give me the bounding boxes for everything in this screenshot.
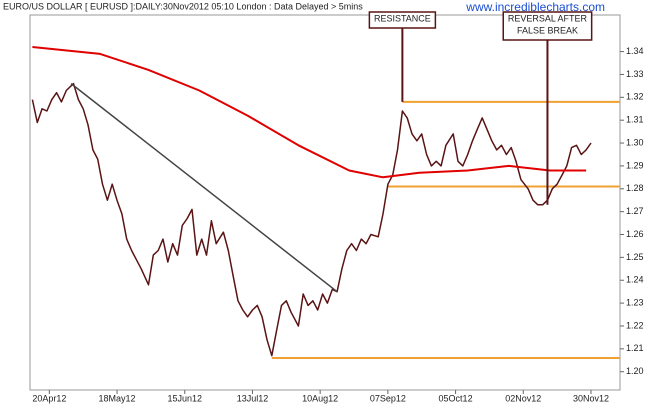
y-tick-label: 1.33	[626, 69, 644, 79]
plot-frame	[29, 14, 621, 391]
y-tick-label: 1.30	[626, 137, 644, 147]
annotation-text: REVERSAL AFTER	[508, 13, 588, 23]
y-tick-label: 1.34	[626, 46, 644, 56]
series-line	[31, 82, 592, 357]
y-tick-label: 1.23	[626, 297, 644, 307]
y-tick-label: 1.31	[626, 115, 644, 125]
x-tick-label: 15Jun12	[167, 393, 202, 403]
annotation-text: RESISTANCE	[374, 13, 431, 23]
y-tick-label: 1.24	[626, 275, 644, 285]
x-tick-label: 13Jul12	[237, 393, 269, 403]
y-tick-label: 1.32	[626, 92, 644, 102]
series-line	[70, 83, 338, 293]
y-tick-label: 1.20	[626, 366, 644, 376]
annotation-box	[502, 11, 593, 41]
annotation-text: FALSE BREAK	[517, 25, 578, 35]
y-tick-label: 1.25	[626, 252, 644, 262]
x-tick-label: 10Aug12	[302, 393, 338, 403]
series-line	[32, 46, 587, 179]
chart-title: EURO/US DOLLAR [ EURUSD ]:DAILY:30Nov201…	[3, 1, 363, 11]
y-tick-label: 1.27	[626, 206, 644, 216]
y-tick-label: 1.22	[626, 320, 644, 330]
x-tick-label: 05Oct12	[439, 393, 473, 403]
x-tick-label: 20Apr12	[32, 393, 66, 403]
y-tick-label: 1.21	[626, 343, 644, 353]
x-tick-label: 02Nov12	[505, 393, 541, 403]
y-tick-label: 1.28	[626, 183, 644, 193]
x-tick-label: 07Sep12	[370, 393, 406, 403]
x-tick-label: 18May12	[99, 393, 136, 403]
y-tick-label: 1.29	[626, 160, 644, 170]
x-tick-label: 30Nov12	[573, 393, 609, 403]
watermark: www.incrediblecharts.com	[465, 0, 605, 14]
y-tick-label: 1.26	[626, 229, 644, 239]
